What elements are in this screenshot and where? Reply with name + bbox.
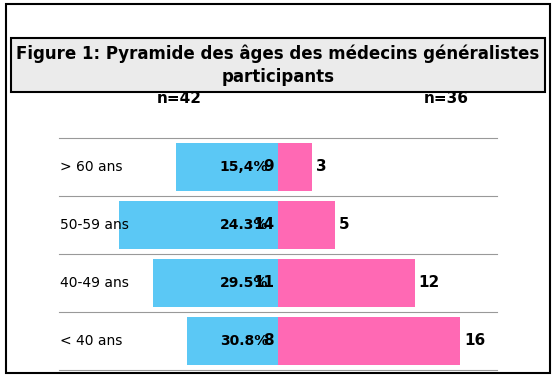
- Text: 5: 5: [339, 217, 350, 232]
- Text: Femmes
n=36: Femmes n=36: [411, 74, 482, 106]
- Bar: [278, 201, 335, 248]
- Text: 3: 3: [316, 159, 327, 174]
- Bar: [153, 259, 278, 307]
- Text: 15,4%: 15,4%: [220, 160, 268, 174]
- Text: 24.3%: 24.3%: [220, 218, 268, 232]
- Text: 30.8%: 30.8%: [220, 334, 268, 348]
- Text: 29.5%: 29.5%: [220, 276, 268, 290]
- Text: 50-59 ans: 50-59 ans: [60, 218, 129, 232]
- Text: 9: 9: [264, 159, 274, 174]
- Text: < 40 ans: < 40 ans: [60, 334, 123, 348]
- Text: Figure 1: Pyramide des âges des médecins généralistes
participants: Figure 1: Pyramide des âges des médecins…: [16, 44, 540, 86]
- Text: > 60 ans: > 60 ans: [60, 160, 123, 174]
- Bar: [278, 259, 415, 307]
- Text: 8: 8: [264, 333, 274, 348]
- Text: 40-49 ans: 40-49 ans: [60, 276, 129, 290]
- Bar: [176, 143, 278, 190]
- Text: 12: 12: [419, 275, 440, 290]
- Text: Hommes
n=42: Hommes n=42: [142, 74, 216, 106]
- Bar: [187, 317, 278, 365]
- Bar: [118, 201, 278, 248]
- Text: 11: 11: [253, 275, 274, 290]
- Bar: [278, 143, 312, 190]
- Text: 14: 14: [253, 217, 274, 232]
- Text: 16: 16: [464, 333, 485, 348]
- Bar: [278, 317, 460, 365]
